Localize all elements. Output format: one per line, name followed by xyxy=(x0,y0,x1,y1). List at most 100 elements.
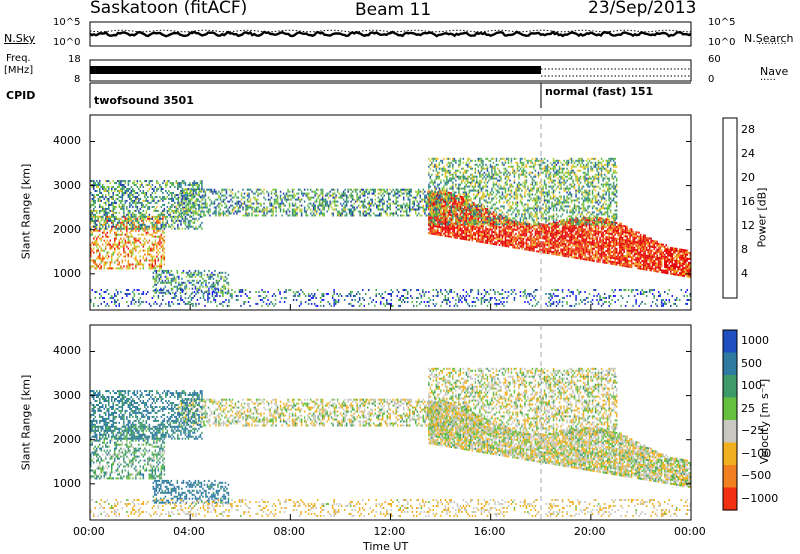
power-cell xyxy=(626,243,628,246)
power-cell xyxy=(139,197,142,200)
power-cell xyxy=(453,208,456,211)
power-cell xyxy=(129,239,131,242)
power-cell xyxy=(398,190,400,193)
power-cell xyxy=(129,219,131,222)
power-cell xyxy=(213,188,216,191)
power-cell xyxy=(582,258,585,261)
power-cell xyxy=(379,202,381,205)
power-cell xyxy=(638,251,640,254)
power-cell xyxy=(575,242,577,245)
power-cell xyxy=(480,215,483,218)
power-cell xyxy=(103,197,105,200)
power-cell xyxy=(591,253,594,256)
power-cell xyxy=(566,223,568,226)
power-cell xyxy=(570,254,573,257)
power-cell xyxy=(90,229,92,232)
power-cell xyxy=(124,186,127,188)
power-cell xyxy=(114,182,116,185)
power-cell xyxy=(219,214,222,217)
power-cell xyxy=(118,192,120,194)
power-cell xyxy=(606,262,609,265)
power-cell xyxy=(504,239,507,241)
power-cell xyxy=(430,208,432,211)
power-cell xyxy=(123,211,125,214)
power-cell xyxy=(673,273,675,276)
power-cell xyxy=(584,252,586,255)
power-cell xyxy=(136,201,139,204)
power-cell xyxy=(248,212,250,215)
power-cell xyxy=(296,192,298,195)
power-cell xyxy=(600,217,603,220)
power-cell xyxy=(206,210,208,213)
power-cell xyxy=(153,225,155,228)
power-cell xyxy=(536,234,538,237)
power-cell xyxy=(135,217,137,220)
power-cell xyxy=(600,235,603,238)
power-cell xyxy=(303,210,306,213)
power-cell xyxy=(385,210,387,213)
power-cell xyxy=(611,256,613,259)
power-cell xyxy=(630,258,633,261)
power-cell xyxy=(569,228,571,230)
power-cell xyxy=(103,201,105,204)
power-cell xyxy=(572,234,574,237)
power-cell xyxy=(552,227,555,230)
power-cell xyxy=(676,249,678,252)
power-cell xyxy=(93,225,95,228)
power-cell xyxy=(537,226,540,229)
power-cell xyxy=(664,253,666,256)
power-cell xyxy=(433,206,435,209)
power-cell xyxy=(320,192,322,195)
power-cell xyxy=(392,202,394,205)
power-cell xyxy=(440,200,442,203)
power-cell xyxy=(551,252,553,255)
power-cell xyxy=(444,209,447,212)
power-cell xyxy=(246,194,249,197)
power-cell xyxy=(591,257,594,260)
power-cell xyxy=(361,204,363,207)
power-cell xyxy=(431,214,434,217)
power-cell xyxy=(91,217,93,220)
power-cell xyxy=(195,198,198,201)
power-cell xyxy=(311,190,313,193)
power-cell xyxy=(248,214,250,217)
power-cell xyxy=(127,180,130,183)
power-cell xyxy=(162,237,164,240)
power-cell xyxy=(344,194,346,197)
power-cell xyxy=(584,242,586,245)
power-cell xyxy=(587,221,589,224)
power-cell xyxy=(201,206,204,209)
power-cell xyxy=(299,188,301,191)
power-cell xyxy=(518,235,520,238)
power-cell xyxy=(618,246,621,249)
power-cell xyxy=(647,263,649,265)
power-cell xyxy=(441,196,444,199)
power-cell xyxy=(632,250,634,253)
power-cell xyxy=(273,192,276,195)
power-cell xyxy=(431,190,434,193)
power-cell xyxy=(213,210,216,213)
power-cell xyxy=(651,243,654,246)
power-cell xyxy=(150,180,152,183)
power-cell xyxy=(118,227,120,230)
power-cell xyxy=(673,265,675,268)
power-cell xyxy=(573,236,576,239)
power-cell xyxy=(287,188,289,191)
power-cell xyxy=(537,230,540,233)
power-cell xyxy=(654,240,657,243)
power-cell xyxy=(377,200,379,203)
power-cell xyxy=(153,255,155,258)
power-cell xyxy=(551,229,553,231)
power-cell xyxy=(323,200,325,203)
power-cell xyxy=(597,242,600,245)
power-cell xyxy=(612,241,615,244)
power-cell xyxy=(428,216,430,219)
power-cell xyxy=(635,243,637,246)
power-cell xyxy=(549,226,552,229)
power-cell xyxy=(133,221,136,224)
power-cell xyxy=(100,215,102,218)
power-cell xyxy=(590,247,592,250)
power-cell xyxy=(444,225,447,227)
power-cell xyxy=(510,228,513,231)
power-cell xyxy=(406,212,408,215)
